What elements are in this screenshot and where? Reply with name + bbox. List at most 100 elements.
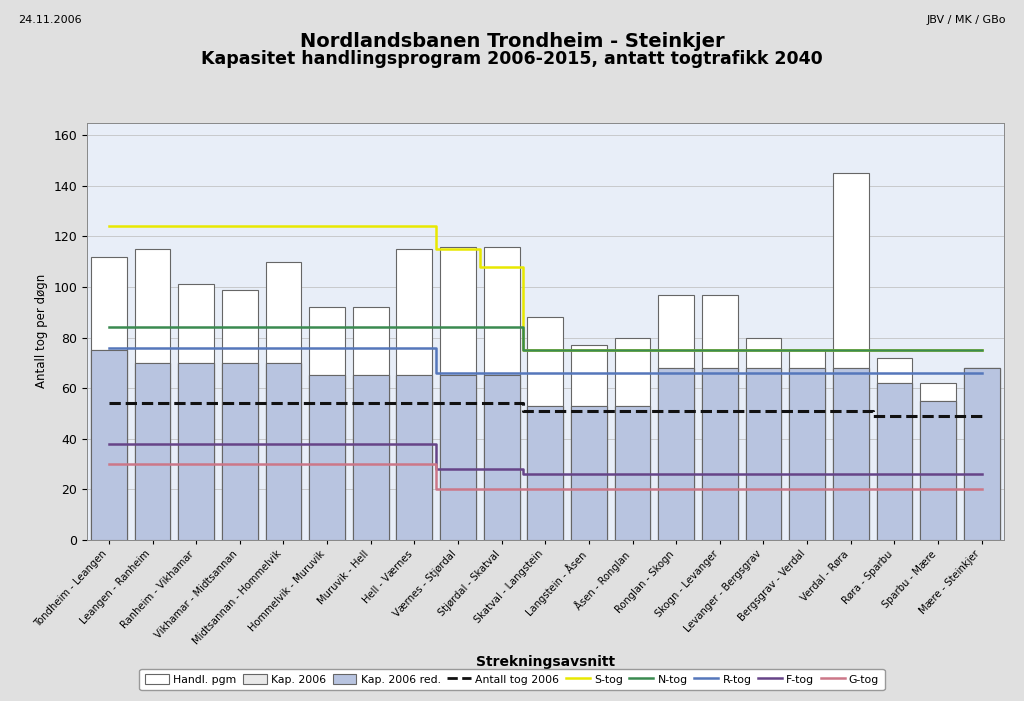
F-tog	[190, 440, 203, 448]
Bar	[134, 363, 170, 540]
Bar	[790, 368, 825, 540]
S-tog	[583, 346, 595, 355]
G-tog	[976, 485, 988, 494]
R-tog	[321, 343, 333, 352]
N-tog	[539, 346, 551, 355]
Bar	[571, 406, 607, 540]
Legend: Handl. pgm, Kap. 2006, Kap. 2006 red., Antall tog 2006, S-tog, N-tog, R-tog, F-t: Handl. pgm, Kap. 2006, Kap. 2006 red., A…	[139, 669, 885, 690]
S-tog	[496, 263, 508, 271]
Bar	[396, 249, 432, 540]
G-tog	[670, 485, 682, 494]
N-tog	[801, 346, 813, 355]
Bar	[571, 406, 607, 540]
Bar	[396, 376, 432, 540]
Text: Kapasitet handlingsprogram 2006-2015, antatt togtrafikk 2040: Kapasitet handlingsprogram 2006-2015, an…	[201, 50, 823, 69]
Bar	[964, 368, 999, 540]
N-tog	[670, 346, 682, 355]
Line: Antall tog 2006: Antall tog 2006	[109, 403, 982, 416]
R-tog	[190, 343, 203, 352]
Bar	[658, 294, 694, 540]
Bar	[833, 368, 868, 540]
Antall tog 2006	[801, 407, 813, 415]
Antall tog 2006	[233, 399, 246, 407]
G-tog	[496, 485, 508, 494]
Bar	[353, 307, 388, 540]
G-tog	[714, 485, 726, 494]
Line: S-tog: S-tog	[109, 226, 982, 350]
Bar	[178, 363, 214, 540]
S-tog	[539, 346, 551, 355]
S-tog	[932, 346, 944, 355]
Bar	[178, 285, 214, 540]
Bar	[222, 363, 258, 540]
Bar	[483, 376, 519, 540]
Bar	[790, 350, 825, 540]
Bar	[178, 363, 214, 540]
Bar	[222, 363, 258, 540]
Bar	[833, 173, 868, 540]
S-tog	[452, 245, 464, 253]
F-tog	[365, 440, 377, 448]
R-tog	[102, 343, 115, 352]
X-axis label: Strekningsavsnitt: Strekningsavsnitt	[476, 655, 614, 669]
F-tog	[102, 440, 115, 448]
R-tog	[976, 369, 988, 377]
Bar	[483, 247, 519, 540]
N-tog	[845, 346, 857, 355]
S-tog	[190, 222, 203, 231]
R-tog	[627, 369, 639, 377]
Bar	[353, 376, 388, 540]
F-tog	[758, 470, 770, 478]
Bar	[921, 401, 956, 540]
Text: 24.11.2006: 24.11.2006	[18, 15, 82, 25]
Bar	[614, 406, 650, 540]
G-tog	[278, 460, 290, 468]
Antall tog 2006	[321, 399, 333, 407]
N-tog	[496, 323, 508, 332]
R-tog	[365, 343, 377, 352]
Bar	[877, 358, 912, 540]
N-tog	[409, 323, 421, 332]
G-tog	[845, 485, 857, 494]
S-tog	[321, 222, 333, 231]
Bar	[527, 318, 563, 540]
Bar	[614, 338, 650, 540]
G-tog	[409, 460, 421, 468]
N-tog	[976, 346, 988, 355]
Bar	[571, 345, 607, 540]
Antall tog 2006	[278, 399, 290, 407]
Antall tog 2006	[496, 399, 508, 407]
Y-axis label: Antall tog per døgn: Antall tog per døgn	[35, 274, 48, 388]
G-tog	[452, 485, 464, 494]
Bar	[790, 368, 825, 540]
Bar	[483, 376, 519, 540]
R-tog	[539, 369, 551, 377]
S-tog	[670, 346, 682, 355]
S-tog	[233, 222, 246, 231]
Bar	[134, 249, 170, 540]
F-tog	[452, 465, 464, 473]
N-tog	[146, 323, 159, 332]
G-tog	[102, 460, 115, 468]
S-tog	[409, 222, 421, 231]
S-tog	[627, 346, 639, 355]
N-tog	[321, 323, 333, 332]
N-tog	[758, 346, 770, 355]
Bar	[91, 350, 127, 540]
Antall tog 2006	[409, 399, 421, 407]
Bar	[265, 363, 301, 540]
Bar	[877, 383, 912, 540]
F-tog	[583, 470, 595, 478]
Bar	[309, 376, 345, 540]
Antall tog 2006	[670, 407, 682, 415]
S-tog	[888, 346, 900, 355]
Bar	[353, 376, 388, 540]
F-tog	[278, 440, 290, 448]
Bar	[964, 368, 999, 540]
R-tog	[932, 369, 944, 377]
Line: G-tog: G-tog	[109, 464, 982, 489]
Bar	[440, 247, 476, 540]
Antall tog 2006	[365, 399, 377, 407]
R-tog	[452, 369, 464, 377]
Bar	[745, 368, 781, 540]
